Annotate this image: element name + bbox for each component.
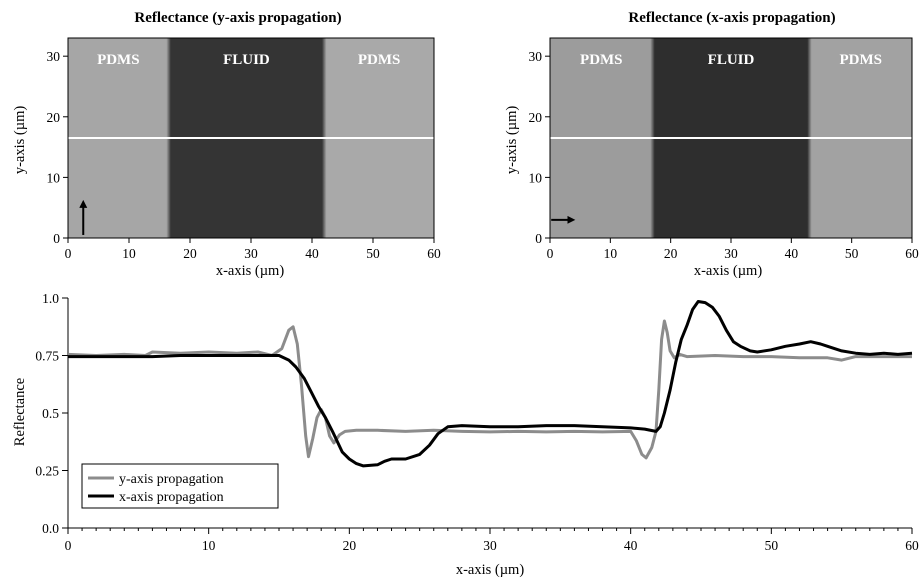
x-tick-label: 40 xyxy=(305,246,319,261)
x-tick-label: 50 xyxy=(765,538,779,553)
region-label-fluid: FLUID xyxy=(223,52,270,68)
series-line-y-propagation xyxy=(67,319,912,460)
x-tick-label: 10 xyxy=(604,246,618,261)
x-tick-label: 0 xyxy=(65,538,72,553)
region-label-pdms: PDMS xyxy=(839,52,882,68)
y-tick-label: 10 xyxy=(47,170,61,185)
y-tick-label: 10 xyxy=(529,170,543,185)
x-tick-label: 20 xyxy=(343,538,357,553)
x-tick-label: 30 xyxy=(244,246,258,261)
y-tick-label: 0.5 xyxy=(42,406,59,421)
y-tick-label: 1.0 xyxy=(42,291,59,306)
panel1-xlabel: x-axis (µm) xyxy=(216,263,285,279)
y-tick-label: 0.75 xyxy=(35,349,59,364)
panel2-xlabel: x-axis (µm) xyxy=(694,263,763,279)
panel2-ylabel: y-axis (µm) xyxy=(504,106,520,175)
panel-reflectance-profile: 0 10 20 30 40 50 60 0.0 0.25 0.5 0.75 1.0 x-axis (µ… xyxy=(12,291,919,578)
panel2-title: Reflectance (x-axis propagation) xyxy=(628,10,835,26)
legend-label: x-axis propagation xyxy=(119,490,224,505)
x-tick-label: 20 xyxy=(664,246,678,261)
y-tick-label: 0.25 xyxy=(35,464,59,479)
y-tick-label: 0.0 xyxy=(42,521,59,536)
x-tick-label: 60 xyxy=(905,538,919,553)
panel3-ylabel: Reflectance xyxy=(12,378,28,446)
x-tick-label: 60 xyxy=(905,246,919,261)
x-tick-label: 20 xyxy=(183,246,197,261)
x-tick-label: 0 xyxy=(547,246,554,261)
region-label-fluid: FLUID xyxy=(708,52,755,68)
x-tick-label: 30 xyxy=(483,538,497,553)
x-tick-label: 50 xyxy=(845,246,859,261)
y-tick-label: 30 xyxy=(529,49,543,64)
legend: y-axis propagation x-axis propagation xyxy=(81,463,279,509)
legend-label: y-axis propagation xyxy=(119,472,224,487)
x-tick-label: 30 xyxy=(724,246,738,261)
region-label-pdms: PDMS xyxy=(97,52,140,68)
y-tick-label: 20 xyxy=(529,110,543,125)
panel-y-propagation: Reflectance (y-axis propagation) PDMS FLU… xyxy=(12,10,441,279)
panel1-ylabel: y-axis (µm) xyxy=(12,106,28,175)
y-tick-label: 0 xyxy=(535,231,542,246)
x-tick-label: 40 xyxy=(624,538,638,553)
y-tick-label: 20 xyxy=(47,110,61,125)
x-tick-label: 40 xyxy=(785,246,799,261)
panel1-title: Reflectance (y-axis propagation) xyxy=(134,10,341,26)
region-label-pdms: PDMS xyxy=(358,52,401,68)
region-label-pdms: PDMS xyxy=(580,52,623,68)
x-tick-label: 50 xyxy=(366,246,380,261)
y-tick-label: 30 xyxy=(47,49,61,64)
x-tick-label: 10 xyxy=(202,538,216,553)
panel3-xlabel: x-axis (µm) xyxy=(456,562,525,578)
series-line-x-propagation xyxy=(68,300,913,468)
y-tick-label: 0 xyxy=(53,231,60,246)
x-tick-label: 60 xyxy=(427,246,441,261)
x-tick-label: 0 xyxy=(65,246,72,261)
x-tick-label: 10 xyxy=(122,246,136,261)
panel-x-propagation: Reflectance (x-axis propagation) PDMS FLU… xyxy=(504,10,919,279)
